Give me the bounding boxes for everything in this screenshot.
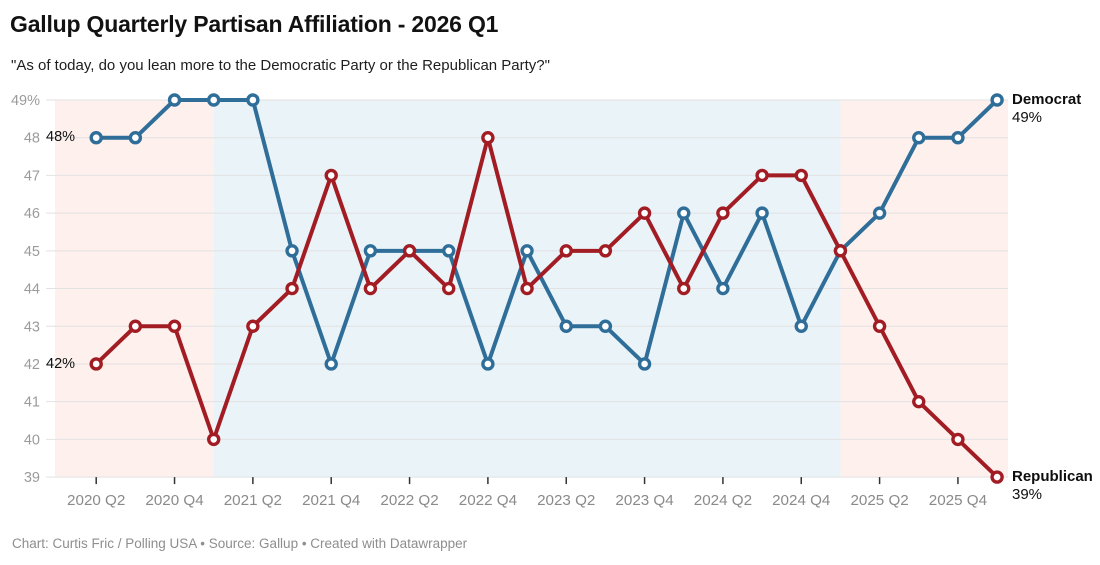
y-tick-label: 44: [24, 282, 40, 298]
republican-point: [207, 432, 221, 447]
democrat-point: [520, 244, 534, 258]
democrat-point: [324, 357, 338, 371]
republican-point: [324, 168, 338, 183]
x-tick-label: 2020 Q4: [145, 492, 203, 509]
republican-point: [402, 244, 417, 258]
republican-end-label: Republican 39%: [1012, 468, 1093, 504]
y-tick-label: 42: [24, 357, 40, 373]
republican-point: [442, 281, 456, 296]
democrat-point: [637, 357, 652, 371]
x-tick-label: 2022 Q2: [380, 492, 438, 509]
attribution-footer: Chart: Curtis Fric / Polling USA • Sourc…: [12, 536, 468, 551]
republican-point: [167, 319, 182, 333]
chart-title: Gallup Quarterly Partisan Affiliation - …: [10, 11, 499, 37]
democrat-point: [951, 131, 965, 145]
democrat-point: [559, 319, 573, 333]
republican-point: [794, 168, 808, 183]
y-tick-label: 41: [24, 395, 40, 411]
democrat-point: [716, 281, 730, 296]
democrat-end-value: 49%: [1012, 109, 1043, 126]
democrat-end-label: Democrat 49%: [1012, 91, 1081, 127]
republican-line: [94, 135, 1000, 480]
y-tick-label: 40: [24, 432, 40, 448]
x-tick-label: 2020 Q2: [67, 492, 125, 509]
republican-point: [755, 168, 769, 183]
x-tick-label: 2021 Q2: [224, 492, 282, 509]
democrat-point: [89, 131, 103, 145]
x-tick-label: 2023 Q2: [537, 492, 595, 509]
democrat-point: [598, 319, 613, 333]
x-tick-label: 2024 Q2: [694, 492, 752, 509]
x-tick-label: 2023 Q4: [615, 492, 673, 509]
democrat-point: [990, 93, 1004, 107]
y-tick-label: 39: [24, 470, 40, 486]
x-tick-label: 2021 Q4: [302, 492, 360, 509]
y-tick-label: 45: [24, 244, 40, 260]
democrat-point: [363, 244, 378, 258]
republican-end-value: 39%: [1012, 486, 1043, 503]
republican-point: [285, 281, 299, 296]
x-tick-label: 2022 Q4: [459, 492, 517, 509]
democrat-series-name: Democrat: [1012, 91, 1082, 108]
republican-point: [716, 206, 730, 220]
democrat-point: [442, 244, 456, 258]
republican-point: [246, 319, 260, 333]
republican-point: [598, 244, 613, 258]
republican-point: [677, 281, 691, 296]
democrat-point: [246, 93, 260, 107]
x-tick-label: 2024 Q4: [772, 492, 830, 509]
republican-start-value: 42%: [46, 356, 76, 372]
x-tick-label: 2025 Q2: [850, 492, 908, 509]
y-tick-label: 46: [24, 206, 40, 222]
democrat-point: [481, 357, 495, 371]
chart-canvas: 49% 48 47 46 45 44 43 42 41 40 39 2020 Q2 2020 Q4 202…: [11, 93, 1008, 509]
democrat-point: [912, 131, 926, 145]
republican-point: [872, 319, 887, 333]
republican-point: [990, 470, 1004, 484]
chart-subtitle: "As of today, do you lean more to the De…: [11, 57, 550, 74]
y-tick-label: 43: [24, 319, 40, 335]
republican-point: [89, 357, 103, 371]
democrat-point: [755, 206, 769, 220]
democrat-start-value: 48%: [46, 129, 76, 145]
democrat-point: [167, 93, 182, 107]
y-tick-label: 49%: [11, 93, 40, 109]
republican-point: [128, 319, 143, 333]
democrat-point: [872, 206, 887, 220]
republican-point: [363, 281, 378, 296]
y-tick-label: 48: [24, 131, 40, 147]
democrat-point: [794, 319, 808, 333]
y-tick-label: 47: [24, 168, 40, 184]
republican-point: [520, 281, 534, 296]
democrat-point: [285, 244, 299, 258]
democrat-point: [677, 206, 691, 220]
republican-series-name: Republican: [1012, 468, 1093, 485]
republican-point: [912, 394, 926, 409]
democrat-point: [207, 93, 221, 107]
republican-point: [951, 432, 965, 447]
republican-point: [481, 131, 495, 145]
republican-point: [559, 244, 573, 258]
republican-point: [833, 244, 848, 258]
x-tick-label: 2025 Q4: [929, 492, 987, 509]
republican-point: [637, 206, 652, 220]
democrat-point: [128, 131, 143, 145]
